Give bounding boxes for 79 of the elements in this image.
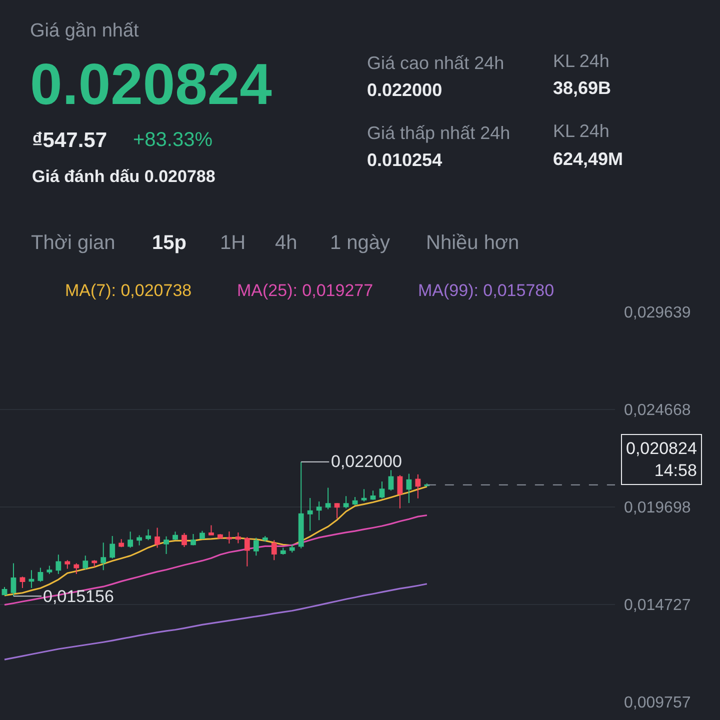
candlestick: [74, 562, 80, 575]
candlestick: [262, 535, 268, 542]
candlestick: [154, 527, 160, 548]
text: 0.010254: [367, 150, 442, 170]
candlestick: [352, 496, 358, 506]
annotation: 0,015156: [43, 587, 114, 606]
candlestick: [370, 490, 376, 500]
candlestick: [334, 502, 340, 520]
candlestick: [397, 474, 403, 509]
text: Giá đánh dấu 0.020788: [32, 167, 216, 186]
y-tick-label: 0,024668: [624, 402, 691, 420]
chart-title: Giá gần nhất: [30, 20, 140, 42]
candlestick: [2, 586, 8, 596]
candlestick: [298, 461, 304, 549]
candlestick: [343, 496, 349, 509]
line-series: [4, 583, 428, 660]
candlestick: [361, 488, 367, 502]
line-series: [4, 514, 428, 606]
text: 0.022000: [367, 80, 442, 100]
candlestick: [164, 536, 169, 555]
text: MA(99): 0,015780: [418, 281, 554, 300]
text: ₫547.57: [32, 129, 108, 152]
text: 624,49M: [553, 149, 624, 169]
candlestick: [271, 540, 277, 561]
candlestick: [182, 532, 187, 548]
candlestick: [146, 528, 151, 541]
text: KL 24h: [553, 121, 610, 141]
candlestick: [38, 567, 44, 582]
text: KL 24h: [553, 51, 610, 71]
candlestick: [415, 474, 421, 499]
candlestick: [172, 531, 178, 541]
candlestick: [208, 524, 214, 536]
candlestick: [235, 532, 241, 544]
candlestick: [226, 530, 232, 544]
text: 15p: [152, 232, 186, 254]
text: Giá thấp nhất 24h: [367, 123, 510, 143]
text: 1 ngày: [330, 232, 390, 254]
candlestick: [118, 538, 124, 548]
candlestick: [82, 555, 88, 570]
candlestick: [325, 487, 331, 510]
text: 1H: [220, 232, 246, 254]
candlestick: [100, 542, 106, 571]
candlestick: [46, 565, 52, 575]
y-tick-label: 0,014727: [624, 597, 691, 614]
candlestick: [64, 560, 70, 570]
candlestick: [388, 470, 394, 492]
y-tick-label: 0,009757: [624, 694, 691, 712]
candlestick: [253, 537, 259, 556]
candlestick: [136, 534, 142, 546]
text: MA(7): 0,020738: [65, 281, 192, 300]
text: MA(25): 0,019277: [237, 281, 374, 300]
candlestick: [406, 473, 412, 504]
candlestick: [200, 530, 205, 540]
candlestick: [218, 534, 223, 540]
candlestick: [110, 535, 116, 560]
candlestick: [307, 497, 313, 532]
candlestick: [56, 554, 62, 575]
text: +83.33%: [133, 129, 213, 151]
candlestick: [28, 570, 34, 588]
candlestick: [244, 536, 250, 567]
candlestick: [10, 562, 16, 597]
ref-line-label: 0,020824 14:58: [626, 439, 697, 480]
candlestick: [190, 534, 196, 546]
candlestick: [20, 576, 26, 588]
text: 4h: [275, 232, 298, 254]
candlestick: [280, 547, 286, 556]
candlestick: [316, 500, 322, 521]
y-tick-label: 0,019698: [624, 500, 691, 517]
y-tick-label: 0,029639: [624, 304, 691, 322]
text: Thời gian: [31, 232, 116, 254]
annotation: 0,022000: [331, 452, 402, 471]
text: Nhiều hơn: [426, 232, 520, 254]
text: Giá cao nhất 24h: [367, 53, 504, 73]
candlestick: [379, 480, 385, 499]
text: 38,69B: [553, 78, 612, 98]
chart-subtitle: 0.020824: [30, 52, 272, 117]
candlestick: [128, 531, 134, 548]
candlestick: [289, 544, 295, 553]
candlestick: [92, 560, 98, 568]
